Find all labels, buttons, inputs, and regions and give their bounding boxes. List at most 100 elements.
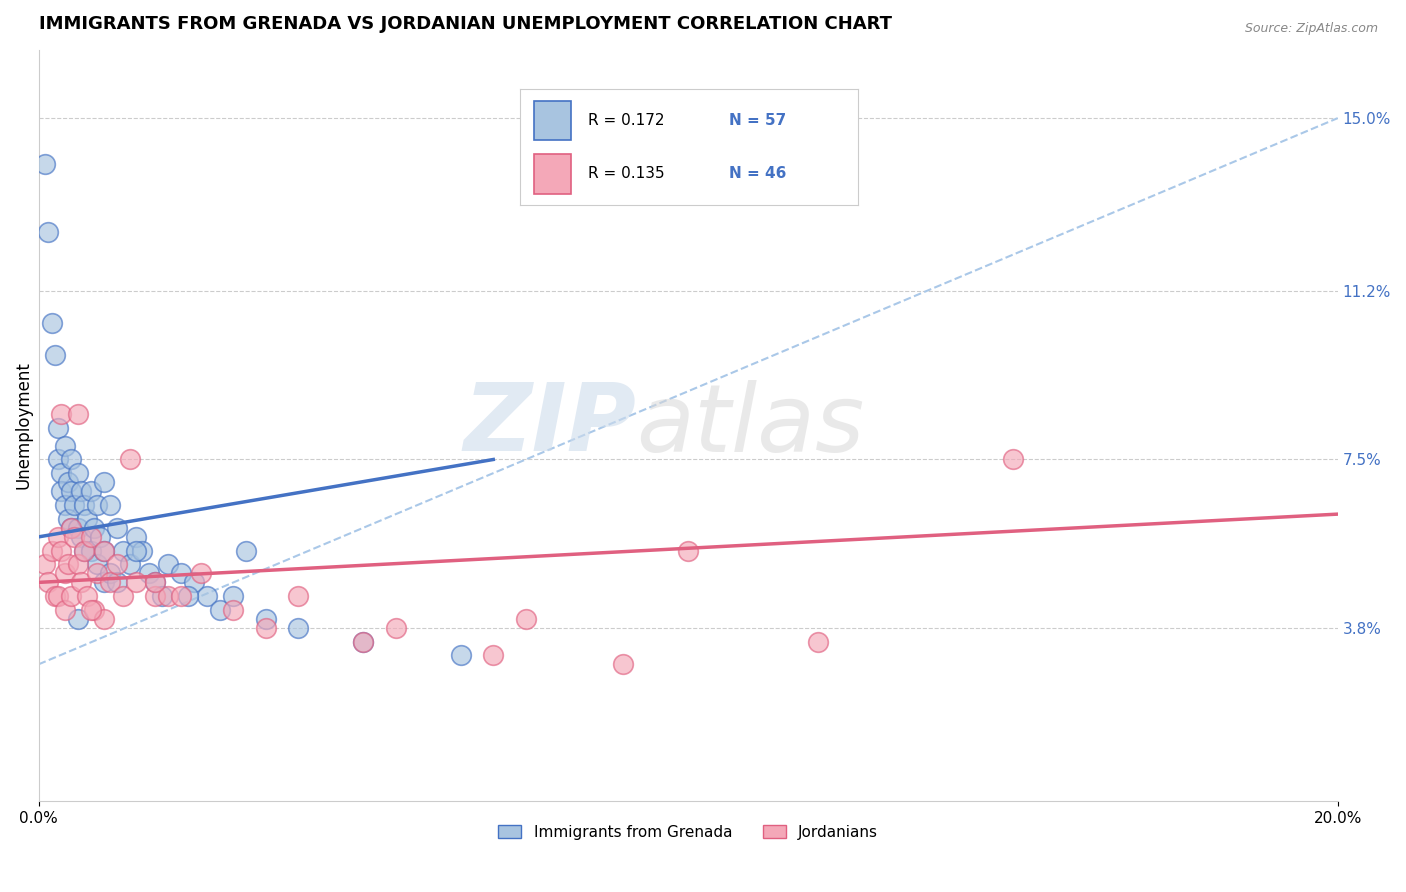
Point — [125, 575, 148, 590]
Point — [63, 498, 86, 512]
Point — [86, 557, 108, 571]
Text: R = 0.172: R = 0.172 — [588, 113, 664, 128]
Point — [612, 657, 634, 672]
Point — [287, 621, 309, 635]
Point — [66, 557, 89, 571]
Point — [44, 589, 66, 603]
Point — [73, 498, 96, 512]
Point — [352, 634, 374, 648]
Point — [93, 612, 115, 626]
Point — [254, 621, 277, 635]
Point — [105, 575, 128, 590]
Point — [183, 575, 205, 590]
Point — [105, 557, 128, 571]
Point — [41, 543, 63, 558]
Point — [807, 634, 830, 648]
Point — [190, 566, 212, 581]
Text: Source: ZipAtlas.com: Source: ZipAtlas.com — [1244, 22, 1378, 36]
Point — [34, 557, 56, 571]
Point — [131, 543, 153, 558]
Point — [222, 603, 245, 617]
Y-axis label: Unemployment: Unemployment — [15, 361, 32, 490]
Point — [56, 475, 79, 490]
Point — [37, 225, 59, 239]
Text: N = 46: N = 46 — [730, 166, 787, 181]
Point — [254, 612, 277, 626]
Point — [1001, 452, 1024, 467]
Text: N = 57: N = 57 — [730, 113, 787, 128]
Point — [73, 543, 96, 558]
Point — [83, 521, 105, 535]
Point — [34, 156, 56, 170]
Point — [66, 466, 89, 480]
Point — [235, 543, 257, 558]
Point — [60, 589, 83, 603]
Text: IMMIGRANTS FROM GRENADA VS JORDANIAN UNEMPLOYMENT CORRELATION CHART: IMMIGRANTS FROM GRENADA VS JORDANIAN UNE… — [38, 15, 891, 33]
Point — [222, 589, 245, 603]
Point — [66, 407, 89, 421]
Point — [66, 521, 89, 535]
Point — [157, 589, 180, 603]
Point — [46, 530, 69, 544]
Text: R = 0.135: R = 0.135 — [588, 166, 664, 181]
Point — [111, 589, 134, 603]
Point — [79, 530, 101, 544]
Point — [197, 589, 219, 603]
Point — [60, 452, 83, 467]
Point — [118, 557, 141, 571]
Point — [60, 521, 83, 535]
Point — [76, 511, 98, 525]
Point — [145, 575, 167, 590]
Point — [53, 603, 76, 617]
Point — [170, 566, 193, 581]
FancyBboxPatch shape — [534, 101, 571, 140]
Point — [60, 484, 83, 499]
Point — [93, 543, 115, 558]
Point — [150, 589, 173, 603]
Point — [515, 612, 537, 626]
Point — [98, 566, 121, 581]
Point — [170, 589, 193, 603]
Point — [79, 603, 101, 617]
Point — [125, 543, 148, 558]
Point — [44, 348, 66, 362]
Point — [145, 589, 167, 603]
Point — [450, 648, 472, 663]
Point — [51, 484, 73, 499]
Point — [157, 557, 180, 571]
Point — [46, 420, 69, 434]
Point — [56, 511, 79, 525]
Point — [56, 557, 79, 571]
Point — [98, 498, 121, 512]
FancyBboxPatch shape — [534, 154, 571, 194]
Point — [63, 530, 86, 544]
Text: ZIP: ZIP — [464, 379, 636, 471]
Point — [66, 612, 89, 626]
Point — [93, 475, 115, 490]
Point — [69, 575, 91, 590]
Point — [209, 603, 232, 617]
Point — [287, 589, 309, 603]
Point — [125, 530, 148, 544]
Legend: Immigrants from Grenada, Jordanians: Immigrants from Grenada, Jordanians — [492, 819, 884, 846]
Point — [385, 621, 408, 635]
Point — [98, 575, 121, 590]
Point — [53, 566, 76, 581]
Point — [89, 530, 111, 544]
Point — [46, 589, 69, 603]
Point — [46, 452, 69, 467]
Text: atlas: atlas — [636, 380, 865, 471]
Point — [83, 603, 105, 617]
Point — [76, 589, 98, 603]
Point — [37, 575, 59, 590]
Point — [53, 439, 76, 453]
Point — [79, 543, 101, 558]
Point — [69, 484, 91, 499]
Point — [105, 521, 128, 535]
Point — [482, 648, 505, 663]
Point — [69, 530, 91, 544]
Point — [93, 575, 115, 590]
Point — [352, 634, 374, 648]
Point — [51, 543, 73, 558]
Point — [51, 466, 73, 480]
